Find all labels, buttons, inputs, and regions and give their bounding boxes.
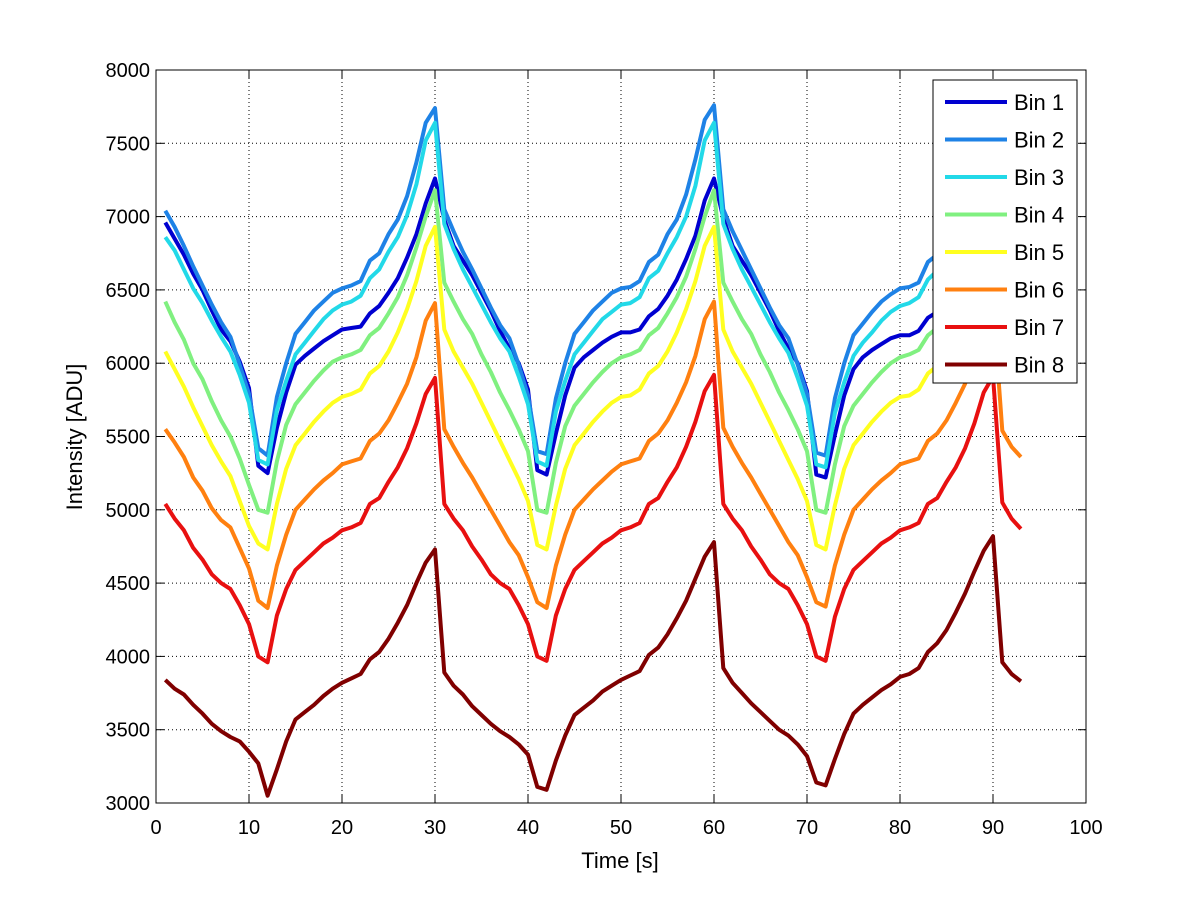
legend-label: Bin 5 bbox=[1014, 240, 1064, 265]
x-tick-label: 20 bbox=[331, 817, 353, 839]
series-line-bin-4 bbox=[163, 188, 1023, 515]
y-tick-label: 4000 bbox=[106, 646, 151, 668]
legend-label: Bin 3 bbox=[1014, 165, 1064, 190]
x-tick-label: 30 bbox=[424, 817, 446, 839]
y-tick-label: 7000 bbox=[106, 207, 151, 229]
legend-label: Bin 7 bbox=[1014, 315, 1064, 340]
x-axis-title: Time [s] bbox=[581, 848, 658, 873]
legend: Bin 1 Bin 2 Bin 3 Bin 4 Bin 5 Bin 6 Bin 7 Bin 8 bbox=[932, 79, 1078, 384]
series-line-bin-1 bbox=[163, 176, 1023, 480]
series-line-bin-7 bbox=[163, 372, 1023, 665]
series-lines bbox=[163, 103, 1023, 798]
x-tick-label: 10 bbox=[238, 817, 260, 839]
x-tick-label: 70 bbox=[796, 817, 818, 839]
series-line-bin-6 bbox=[163, 299, 1023, 610]
y-tick-label: 5500 bbox=[106, 427, 151, 449]
x-tick-label: 80 bbox=[889, 817, 911, 839]
y-tick-label: 6500 bbox=[106, 280, 151, 302]
axis-ticks: 0 10 20 30 40 50 60 70 80 90 100 3000 3500 4000 4500 50… bbox=[106, 60, 1103, 839]
x-tick-label: 100 bbox=[1069, 817, 1102, 839]
legend-box bbox=[932, 79, 1078, 384]
y-tick-label: 5000 bbox=[106, 500, 151, 522]
legend-label: Bin 1 bbox=[1014, 90, 1064, 115]
legend-label: Bin 6 bbox=[1014, 278, 1064, 303]
legend-label: Bin 2 bbox=[1014, 128, 1064, 153]
y-axis-title: Intensity [ADU] bbox=[62, 364, 87, 511]
series-line-bin-3 bbox=[163, 120, 1023, 470]
series-line-bin-2 bbox=[163, 103, 1023, 458]
y-tick-label: 7500 bbox=[106, 133, 151, 155]
y-tick-label: 8000 bbox=[106, 60, 151, 82]
x-tick-label: 60 bbox=[703, 817, 725, 839]
legend-label: Bin 8 bbox=[1014, 353, 1064, 378]
y-tick-label: 3000 bbox=[106, 793, 151, 815]
series-line-bin-8 bbox=[163, 534, 1023, 798]
y-tick-label: 6000 bbox=[106, 353, 151, 375]
y-tick-label: 4500 bbox=[106, 573, 151, 595]
x-tick-label: 0 bbox=[150, 817, 161, 839]
x-tick-label: 40 bbox=[517, 817, 539, 839]
series-line-bin-5 bbox=[163, 224, 1023, 552]
y-tick-label: 3500 bbox=[106, 720, 151, 742]
legend-label: Bin 4 bbox=[1014, 203, 1064, 228]
x-tick-label: 50 bbox=[610, 817, 632, 839]
x-tick-label: 90 bbox=[982, 817, 1004, 839]
